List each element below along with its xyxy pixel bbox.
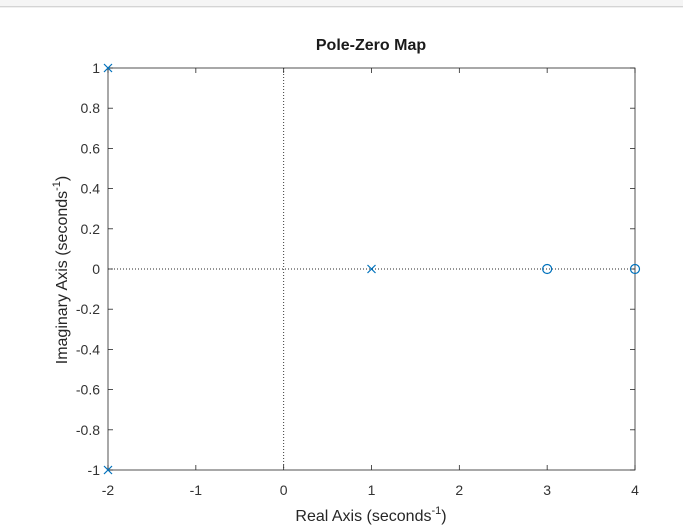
y-tick-label: 0.2 bbox=[81, 221, 101, 237]
y-tick-label: 0.8 bbox=[81, 100, 101, 116]
zero-marker bbox=[542, 263, 553, 275]
chart-title: Pole-Zero Map bbox=[316, 37, 426, 54]
y-tick-label: -0.4 bbox=[76, 341, 100, 357]
pole-marker bbox=[103, 465, 113, 475]
y-tick-label: -0.8 bbox=[76, 422, 100, 438]
pole-marker bbox=[103, 63, 113, 73]
zero-marker bbox=[629, 263, 641, 275]
y-tick-label: -0.6 bbox=[76, 382, 100, 398]
window-top-edge bbox=[0, 0, 683, 7]
plot-area: -2 -1 0 1 2 3 4-1-0.8-0.6-0.4-0.200.20.40.60.8… bbox=[76, 60, 641, 498]
x-tick-label: 0 bbox=[280, 482, 288, 498]
x-tick-label: -2 bbox=[102, 482, 115, 498]
x-tick-label: 4 bbox=[631, 482, 639, 498]
y-tick-label: 1 bbox=[92, 60, 100, 76]
x-tick-label: -1 bbox=[190, 482, 203, 498]
x-tick-label: 2 bbox=[455, 482, 463, 498]
pole-marker bbox=[367, 264, 376, 274]
y-tick-label: -1 bbox=[88, 462, 101, 478]
y-tick-label: 0.4 bbox=[81, 181, 101, 197]
y-tick-label: 0 bbox=[92, 261, 100, 277]
x-tick-label: 3 bbox=[543, 482, 551, 498]
x-tick-label: 1 bbox=[368, 482, 376, 498]
y-axis-label: Imaginary Axis (seconds-1) bbox=[51, 176, 71, 365]
y-tick-label: 0.6 bbox=[81, 140, 101, 156]
x-axis-label: Real Axis (seconds-1) bbox=[295, 505, 446, 525]
y-tick-label: -0.2 bbox=[76, 301, 100, 317]
